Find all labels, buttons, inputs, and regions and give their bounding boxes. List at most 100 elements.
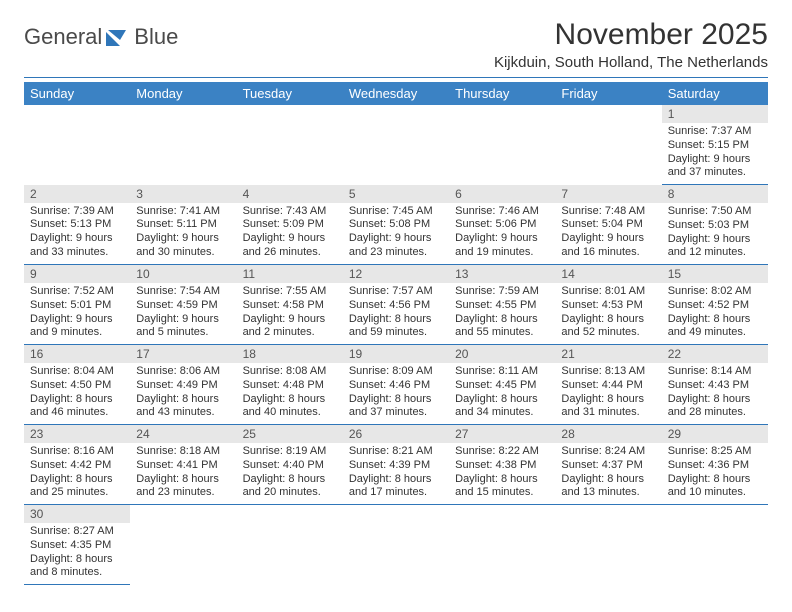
calendar-cell: 27Sunrise: 8:22 AMSunset: 4:38 PMDayligh… <box>449 425 555 505</box>
weekday-header: Sunday <box>24 82 130 105</box>
calendar-cell: 19Sunrise: 8:09 AMSunset: 4:46 PMDayligh… <box>343 345 449 425</box>
header-divider <box>24 77 768 78</box>
calendar-cell: 17Sunrise: 8:06 AMSunset: 4:49 PMDayligh… <box>130 345 236 425</box>
day-number: 18 <box>237 345 343 363</box>
day-number: 26 <box>343 425 449 443</box>
logo: General Blue <box>24 18 178 50</box>
calendar-cell: 29Sunrise: 8:25 AMSunset: 4:36 PMDayligh… <box>662 425 768 505</box>
day-details: Sunrise: 7:57 AMSunset: 4:56 PMDaylight:… <box>343 283 449 344</box>
day-details: Sunrise: 8:19 AMSunset: 4:40 PMDaylight:… <box>237 443 343 504</box>
day-number: 9 <box>24 265 130 283</box>
calendar-cell: 15Sunrise: 8:02 AMSunset: 4:52 PMDayligh… <box>662 265 768 345</box>
calendar-cell: 9Sunrise: 7:52 AMSunset: 5:01 PMDaylight… <box>24 265 130 345</box>
calendar-cell: 24Sunrise: 8:18 AMSunset: 4:41 PMDayligh… <box>130 425 236 505</box>
calendar-cell: 7Sunrise: 7:48 AMSunset: 5:04 PMDaylight… <box>555 185 661 265</box>
day-number: 1 <box>662 105 768 123</box>
calendar-cell: 11Sunrise: 7:55 AMSunset: 4:58 PMDayligh… <box>237 265 343 345</box>
day-details: Sunrise: 7:46 AMSunset: 5:06 PMDaylight:… <box>449 203 555 264</box>
day-number: 11 <box>237 265 343 283</box>
day-details: Sunrise: 7:41 AMSunset: 5:11 PMDaylight:… <box>130 203 236 264</box>
logo-text-2: Blue <box>134 24 178 50</box>
day-number: 16 <box>24 345 130 363</box>
calendar-cell: 6Sunrise: 7:46 AMSunset: 5:06 PMDaylight… <box>449 185 555 265</box>
day-number: 10 <box>130 265 236 283</box>
day-details: Sunrise: 8:14 AMSunset: 4:43 PMDaylight:… <box>662 363 768 424</box>
day-number: 17 <box>130 345 236 363</box>
day-details: Sunrise: 7:45 AMSunset: 5:08 PMDaylight:… <box>343 203 449 264</box>
day-details: Sunrise: 8:08 AMSunset: 4:48 PMDaylight:… <box>237 363 343 424</box>
calendar-cell: 20Sunrise: 8:11 AMSunset: 4:45 PMDayligh… <box>449 345 555 425</box>
calendar-cell: 25Sunrise: 8:19 AMSunset: 4:40 PMDayligh… <box>237 425 343 505</box>
day-details: Sunrise: 8:11 AMSunset: 4:45 PMDaylight:… <box>449 363 555 424</box>
calendar-cell: 5Sunrise: 7:45 AMSunset: 5:08 PMDaylight… <box>343 185 449 265</box>
calendar-cell: 3Sunrise: 7:41 AMSunset: 5:11 PMDaylight… <box>130 185 236 265</box>
day-details: Sunrise: 7:54 AMSunset: 4:59 PMDaylight:… <box>130 283 236 344</box>
day-number: 19 <box>343 345 449 363</box>
calendar-cell <box>24 105 130 185</box>
day-number: 20 <box>449 345 555 363</box>
weekday-header: Thursday <box>449 82 555 105</box>
weekday-header: Saturday <box>662 82 768 105</box>
calendar-cell <box>449 505 555 585</box>
calendar-cell <box>343 505 449 585</box>
day-number: 13 <box>449 265 555 283</box>
calendar-cell: 30Sunrise: 8:27 AMSunset: 4:35 PMDayligh… <box>24 505 130 585</box>
calendar-cell: 8Sunrise: 7:50 AMSunset: 5:03 PMDaylight… <box>662 185 768 265</box>
day-number: 12 <box>343 265 449 283</box>
calendar-cell: 23Sunrise: 8:16 AMSunset: 4:42 PMDayligh… <box>24 425 130 505</box>
day-number: 21 <box>555 345 661 363</box>
calendar-cell: 26Sunrise: 8:21 AMSunset: 4:39 PMDayligh… <box>343 425 449 505</box>
day-number: 24 <box>130 425 236 443</box>
calendar-table: SundayMondayTuesdayWednesdayThursdayFrid… <box>24 82 768 585</box>
day-details: Sunrise: 8:22 AMSunset: 4:38 PMDaylight:… <box>449 443 555 504</box>
day-number: 27 <box>449 425 555 443</box>
day-number: 8 <box>662 185 768 203</box>
day-details: Sunrise: 7:59 AMSunset: 4:55 PMDaylight:… <box>449 283 555 344</box>
calendar-cell: 22Sunrise: 8:14 AMSunset: 4:43 PMDayligh… <box>662 345 768 425</box>
calendar-cell: 21Sunrise: 8:13 AMSunset: 4:44 PMDayligh… <box>555 345 661 425</box>
day-details: Sunrise: 7:52 AMSunset: 5:01 PMDaylight:… <box>24 283 130 344</box>
day-details: Sunrise: 8:21 AMSunset: 4:39 PMDaylight:… <box>343 443 449 504</box>
day-details: Sunrise: 7:48 AMSunset: 5:04 PMDaylight:… <box>555 203 661 264</box>
calendar-cell: 4Sunrise: 7:43 AMSunset: 5:09 PMDaylight… <box>237 185 343 265</box>
weekday-header: Friday <box>555 82 661 105</box>
calendar-cell: 16Sunrise: 8:04 AMSunset: 4:50 PMDayligh… <box>24 345 130 425</box>
calendar-cell: 10Sunrise: 7:54 AMSunset: 4:59 PMDayligh… <box>130 265 236 345</box>
calendar-cell <box>662 505 768 585</box>
day-details: Sunrise: 7:55 AMSunset: 4:58 PMDaylight:… <box>237 283 343 344</box>
calendar-cell: 14Sunrise: 8:01 AMSunset: 4:53 PMDayligh… <box>555 265 661 345</box>
day-number: 4 <box>237 185 343 203</box>
calendar-cell: 18Sunrise: 8:08 AMSunset: 4:48 PMDayligh… <box>237 345 343 425</box>
day-number: 22 <box>662 345 768 363</box>
day-details: Sunrise: 8:04 AMSunset: 4:50 PMDaylight:… <box>24 363 130 424</box>
logo-text-1: General <box>24 24 102 50</box>
day-number: 25 <box>237 425 343 443</box>
calendar-cell <box>555 505 661 585</box>
day-details: Sunrise: 7:43 AMSunset: 5:09 PMDaylight:… <box>237 203 343 264</box>
day-details: Sunrise: 8:25 AMSunset: 4:36 PMDaylight:… <box>662 443 768 504</box>
day-number: 30 <box>24 505 130 523</box>
page-title: November 2025 <box>494 18 768 52</box>
weekday-header: Monday <box>130 82 236 105</box>
day-details: Sunrise: 8:06 AMSunset: 4:49 PMDaylight:… <box>130 363 236 424</box>
calendar-cell: 12Sunrise: 7:57 AMSunset: 4:56 PMDayligh… <box>343 265 449 345</box>
calendar-cell <box>343 105 449 185</box>
day-number: 15 <box>662 265 768 283</box>
calendar-cell <box>237 105 343 185</box>
day-details: Sunrise: 8:09 AMSunset: 4:46 PMDaylight:… <box>343 363 449 424</box>
calendar-cell: 2Sunrise: 7:39 AMSunset: 5:13 PMDaylight… <box>24 185 130 265</box>
day-details: Sunrise: 8:24 AMSunset: 4:37 PMDaylight:… <box>555 443 661 504</box>
day-details: Sunrise: 7:37 AMSunset: 5:15 PMDaylight:… <box>662 123 768 184</box>
day-details: Sunrise: 8:18 AMSunset: 4:41 PMDaylight:… <box>130 443 236 504</box>
calendar-cell <box>237 505 343 585</box>
day-number: 28 <box>555 425 661 443</box>
day-details: Sunrise: 8:02 AMSunset: 4:52 PMDaylight:… <box>662 283 768 344</box>
day-details: Sunrise: 8:27 AMSunset: 4:35 PMDaylight:… <box>24 523 130 584</box>
day-number: 3 <box>130 185 236 203</box>
calendar-cell <box>555 105 661 185</box>
day-number: 6 <box>449 185 555 203</box>
day-details: Sunrise: 7:39 AMSunset: 5:13 PMDaylight:… <box>24 203 130 264</box>
day-number: 14 <box>555 265 661 283</box>
day-number: 29 <box>662 425 768 443</box>
day-number: 7 <box>555 185 661 203</box>
